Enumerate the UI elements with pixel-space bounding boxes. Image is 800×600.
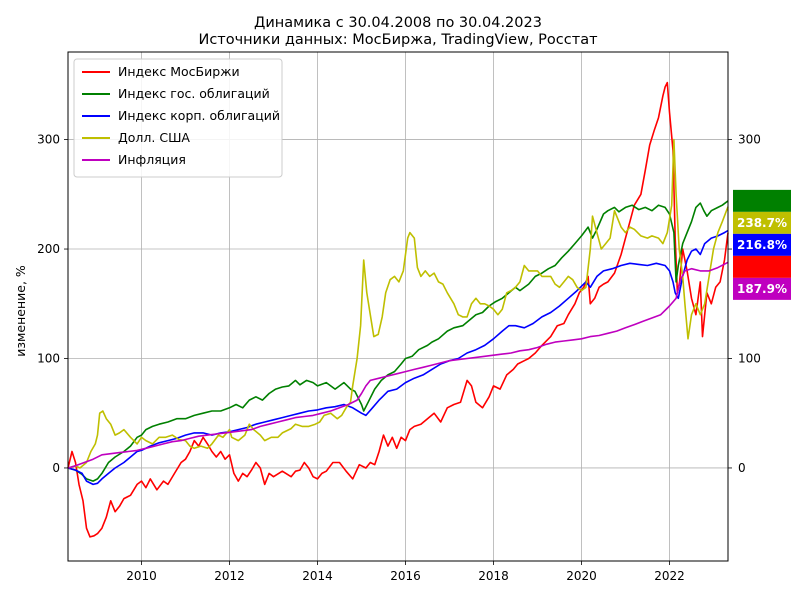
y-tick-label-right: 0 bbox=[738, 461, 746, 475]
y-tick-label-right: 300 bbox=[738, 133, 761, 147]
plot-area-frame bbox=[67, 51, 729, 562]
x-tick-label: 2020 bbox=[566, 569, 597, 583]
legend-label-1: Индекс гос. облигаций bbox=[118, 86, 270, 101]
chart-subtitle: Источники данных: МосБиржа, TradingView,… bbox=[198, 32, 598, 48]
end-label-box-1 bbox=[733, 189, 791, 212]
legend-box bbox=[73, 58, 283, 178]
y-tick-label-left: 100 bbox=[37, 351, 60, 365]
x-tick-label: 2016 bbox=[390, 569, 421, 583]
end-label-box-4 bbox=[733, 277, 791, 300]
legend-label-2: Индекс корп. облигаций bbox=[118, 108, 280, 123]
x-tick-label: 2012 bbox=[214, 569, 245, 583]
legend-label-3: Долл. США bbox=[118, 130, 190, 145]
legend-label-0: Индекс МосБиржи bbox=[118, 64, 240, 79]
y-tick-label-left: 0 bbox=[52, 461, 60, 475]
series-line-3 bbox=[67, 138, 729, 469]
series-lines bbox=[67, 81, 729, 538]
legend: Индекс МосБиржи Индекс гос. облигаций Инде… bbox=[73, 58, 283, 178]
y-tick-label-right: 100 bbox=[738, 351, 761, 365]
end-label-text-4: 187.9% bbox=[737, 282, 787, 296]
end-label-box-3 bbox=[733, 211, 791, 234]
end-labels: 238.7% 216.8% 187.9% bbox=[733, 189, 791, 300]
axis-ticks: 2010201220142016201820202022001001002002… bbox=[37, 133, 761, 583]
end-label-text-3: 238.7% bbox=[737, 216, 787, 230]
chart-title: Динамика с 30.04.2008 по 30.04.2023 bbox=[254, 15, 542, 31]
series-line-1 bbox=[67, 200, 729, 482]
x-tick-label: 2010 bbox=[126, 569, 157, 583]
y-axis-label: изменение, % bbox=[13, 265, 28, 357]
legend-label-4: Инфляция bbox=[118, 152, 186, 167]
x-tick-label: 2022 bbox=[654, 569, 685, 583]
series-line-0 bbox=[67, 81, 729, 538]
series-line-2 bbox=[67, 229, 729, 486]
end-label-box-2 bbox=[733, 233, 791, 256]
series-line-4 bbox=[67, 261, 729, 469]
end-label-text-2: 216.8% bbox=[737, 238, 787, 252]
x-tick-label: 2014 bbox=[302, 569, 333, 583]
y-tick-label-left: 300 bbox=[37, 133, 60, 147]
x-tick-label: 2018 bbox=[478, 569, 509, 583]
y-tick-label-left: 200 bbox=[37, 242, 60, 256]
end-label-box-0 bbox=[733, 255, 791, 278]
